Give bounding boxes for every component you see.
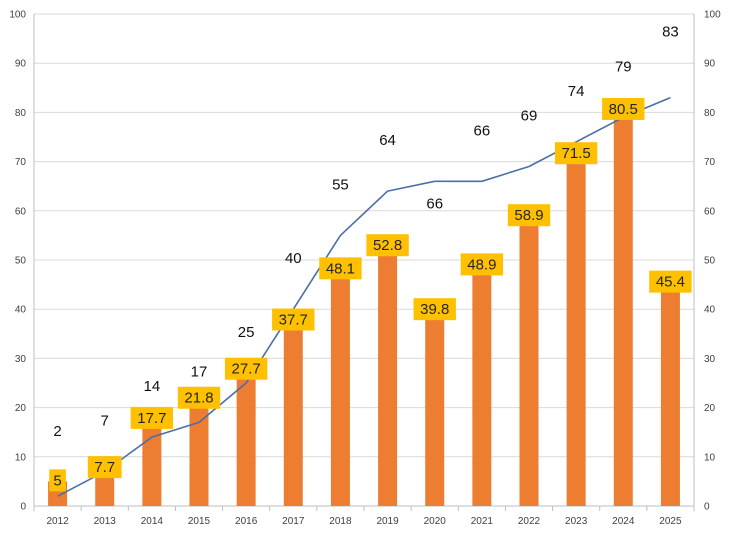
line-data-label: 2 [53, 423, 61, 440]
x-tick-label: 2012 [46, 516, 69, 527]
bar-data-label: 48.9 [467, 256, 496, 273]
y-tick-label-left: 10 [15, 452, 27, 463]
line-data-label: 64 [379, 132, 396, 149]
bar-data-label-box [87, 456, 122, 479]
bar-data-label-box [49, 469, 66, 492]
bar-data-label-box [602, 97, 645, 120]
bar-data-label: 48.1 [326, 260, 355, 277]
y-tick-label-left: 20 [15, 403, 27, 414]
x-tick-label: 2018 [329, 516, 352, 527]
bar-data-label-box [130, 406, 174, 429]
bar-series [48, 109, 680, 506]
x-tick-label: 2015 [188, 516, 211, 527]
line-data-label: 25 [238, 324, 255, 341]
line-data-label: 69 [521, 108, 538, 125]
bar-data-label: 45.4 [656, 274, 685, 291]
x-tick-label: 2023 [565, 516, 588, 527]
y-tick-label-right: 60 [704, 206, 716, 217]
bar [142, 418, 162, 506]
y-tick-label-right: 90 [704, 59, 716, 70]
line-data-label: 17 [191, 363, 208, 380]
line-data-label: 83 [662, 24, 679, 41]
bar [566, 154, 586, 506]
y-tick-label-right: 80 [704, 108, 716, 119]
y-tick-label-left: 90 [15, 59, 27, 70]
line-data-label: 14 [144, 378, 161, 395]
bar-data-label-box [224, 357, 268, 380]
bar-data-label: 17.7 [137, 410, 166, 427]
bar-data-label-box [460, 253, 504, 276]
bar-data-label: 58.9 [514, 207, 543, 224]
bar-data-label: 39.8 [420, 301, 449, 318]
y-tick-label-right: 40 [704, 305, 716, 316]
bar-data-label-box [413, 298, 456, 321]
line-data-label: 66 [474, 122, 491, 139]
y-tick-label-right: 100 [704, 10, 721, 21]
line-data-label: 66 [426, 195, 443, 212]
x-tick-label: 2021 [471, 516, 494, 527]
y-tick-label-left: 60 [15, 206, 27, 217]
bar [613, 109, 633, 506]
y-tick-label-left: 70 [15, 157, 27, 168]
bar [378, 246, 398, 506]
y-tick-label-right: 30 [704, 354, 716, 365]
data-labels: 5 7.7 17.7 21.8 27.7 37.7 48.1 52.8 39.8 48.9 58.9… [49, 24, 692, 492]
bar-data-label-box [507, 204, 551, 227]
bar [236, 369, 256, 506]
x-tick-label: 2024 [612, 516, 635, 527]
y-tick-label-right: 10 [704, 452, 716, 463]
x-tick-label: 2016 [235, 516, 258, 527]
bar [660, 282, 680, 506]
line-data-label: 40 [285, 250, 302, 267]
bar-data-label-box [554, 142, 598, 165]
x-tick-label: 2019 [376, 516, 399, 527]
bar [519, 216, 539, 506]
line-data-label: 55 [332, 176, 349, 193]
y-tick-label-left: 0 [20, 502, 26, 513]
bar [472, 265, 492, 506]
bar-data-label-box [649, 270, 692, 293]
bar-data-label-box [272, 308, 315, 331]
bar-data-label: 21.8 [184, 390, 213, 407]
y-tick-label-left: 50 [15, 256, 27, 267]
bar [425, 310, 445, 506]
y-tick-label-left: 100 [9, 10, 26, 21]
bar-data-label: 71.5 [562, 145, 591, 162]
x-tick-label: 2022 [518, 516, 541, 527]
line-data-label: 79 [615, 58, 632, 75]
y-tick-label-left: 40 [15, 305, 27, 316]
bar-data-label-box [319, 257, 362, 280]
y-tick-label-right: 0 [704, 502, 710, 513]
x-tick-label: 2020 [424, 516, 447, 527]
bar [189, 398, 209, 506]
bar-data-label: 7.7 [94, 459, 115, 476]
x-tick-label: 2017 [282, 516, 305, 527]
bar-data-label-box [177, 386, 221, 409]
y-tick-label-right: 50 [704, 256, 716, 267]
bar-data-label: 27.7 [232, 361, 261, 378]
y-tick-label-right: 70 [704, 157, 716, 168]
line-data-label: 7 [101, 413, 109, 430]
y-tick-label-left: 80 [15, 108, 27, 119]
bar-data-label: 52.8 [373, 237, 402, 254]
bar-data-label: 80.5 [609, 101, 638, 118]
x-tick-label: 2014 [141, 516, 164, 527]
bar-data-label: 5 [53, 472, 61, 489]
x-tick-label: 2025 [659, 516, 682, 527]
y-tick-label-left: 30 [15, 354, 27, 365]
bar [330, 269, 350, 506]
line-data-label: 74 [568, 83, 585, 100]
bar [283, 320, 303, 506]
x-tick-label: 2013 [94, 516, 117, 527]
bar-data-label: 37.7 [279, 312, 308, 329]
bar-data-label-box [366, 234, 409, 257]
gridlines [34, 13, 694, 507]
y-tick-label-right: 20 [704, 403, 716, 414]
